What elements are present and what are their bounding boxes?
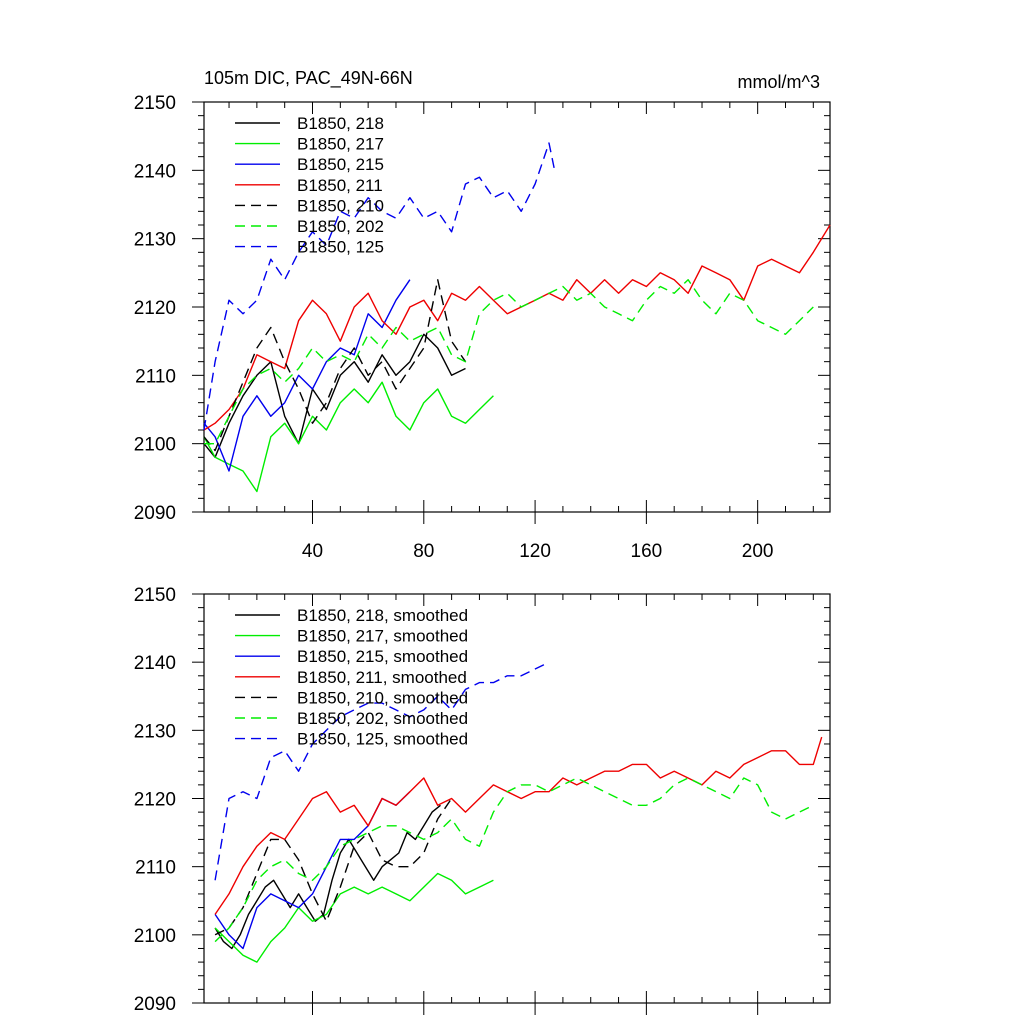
y-tick-label: 2120 (134, 298, 176, 319)
series-line-6 (204, 279, 814, 445)
legend-label: B1850, 202, smoothed (297, 709, 468, 728)
legend-label: B1850, 125, smoothed (297, 730, 468, 749)
series-line-7 (203, 142, 556, 431)
y-tick-label: 2140 (134, 161, 176, 182)
y-tick-label: 2090 (134, 503, 176, 524)
legend-label: B1850, 125 (297, 238, 384, 257)
series-line-1 (203, 333, 466, 458)
legend-label: B1850, 217, smoothed (297, 627, 468, 646)
legend-label: B1850, 210 (297, 196, 384, 215)
y-tick-label: 2110 (135, 858, 176, 879)
y-tick-label: 2100 (134, 926, 176, 947)
chart-title: 105m DIC, PAC_49N-66N (204, 68, 413, 89)
y-tick-label: 2110 (135, 366, 176, 387)
series-line-5 (203, 279, 467, 452)
y-tick-label: 2090 (134, 994, 176, 1015)
legend-label: B1850, 218, smoothed (297, 606, 468, 625)
y-tick-label: 2140 (134, 653, 176, 674)
legend-label: B1850, 211, smoothed (297, 668, 467, 687)
legend-label: B1850, 202 (297, 217, 384, 236)
y-tick-label: 2150 (134, 585, 176, 606)
x-tick-label: 160 (631, 541, 663, 562)
legend-label: B1850, 215, smoothed (297, 647, 468, 666)
legend-label: B1850, 211 (297, 176, 383, 195)
x-tick-label: 120 (519, 541, 551, 562)
legend-label: B1850, 218 (297, 114, 384, 133)
legend-label: B1850, 215 (297, 155, 384, 174)
y-tick-label: 2150 (134, 93, 176, 114)
y-tick-label: 2120 (134, 790, 176, 811)
y-tick-label: 2130 (134, 230, 176, 251)
legend-label: B1850, 217 (297, 135, 384, 154)
series-line-1 (214, 804, 441, 950)
units-label: mmol/m^3 (738, 72, 820, 92)
x-tick-label: 200 (742, 541, 774, 562)
series-line-5 (214, 798, 453, 936)
series-line-7 (214, 661, 550, 881)
series-line-4 (203, 224, 831, 431)
x-tick-label: 80 (413, 541, 434, 562)
x-tick-label: 40 (302, 541, 323, 562)
series-line-2 (203, 381, 494, 493)
y-tick-label: 2100 (134, 435, 176, 456)
series-line-4 (214, 736, 823, 915)
series-line-3 (203, 279, 411, 472)
series-line-2 (214, 872, 494, 963)
y-tick-label: 2130 (134, 721, 176, 742)
legend-label: B1850, 210, smoothed (297, 688, 468, 707)
series-line-6 (214, 777, 814, 943)
